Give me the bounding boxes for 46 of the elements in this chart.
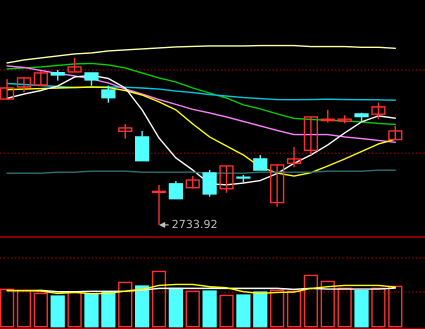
candlestick: [371, 102, 386, 120]
bar: [304, 274, 318, 328]
bar: [168, 288, 183, 328]
bar: [236, 294, 250, 328]
bar: [118, 282, 132, 328]
bar: [135, 285, 150, 328]
candlestick: [219, 165, 234, 194]
bar: [338, 288, 352, 328]
bar: [16, 290, 32, 328]
bar: [371, 288, 386, 328]
candlestick: [34, 70, 48, 87]
bar: [84, 293, 99, 328]
bar: [67, 292, 82, 328]
bar: [354, 290, 369, 328]
candlestick: [0, 78, 14, 101]
candlestick: [354, 112, 369, 124]
candlestick: [84, 72, 99, 86]
bar: [286, 290, 302, 328]
bar: [152, 270, 166, 328]
bar: [186, 290, 200, 328]
bar: [50, 295, 65, 328]
candlestick: [253, 154, 268, 171]
candlestick: [202, 169, 217, 198]
bar: [270, 290, 284, 328]
candlestick: [135, 130, 150, 162]
candlestick: [168, 180, 183, 200]
candlestick: [320, 109, 335, 124]
annotation: 2733.92: [172, 220, 216, 228]
candlestick: [286, 146, 302, 168]
candlestick: [118, 123, 132, 140]
bar: [34, 292, 48, 328]
bar: [202, 290, 217, 328]
bar: [320, 280, 335, 328]
candlestick: [16, 76, 32, 93]
bar: [388, 286, 402, 328]
candlestick: [50, 69, 65, 82]
candlestick: [101, 84, 116, 104]
candlestick: [67, 57, 82, 73]
bar: [101, 291, 116, 328]
candlestick: [270, 164, 284, 208]
candlestick: [388, 125, 402, 140]
bar: [219, 294, 234, 328]
bar: [253, 291, 268, 328]
bar: [0, 288, 14, 328]
candlestick: [186, 175, 200, 190]
candlestick: [304, 116, 318, 156]
